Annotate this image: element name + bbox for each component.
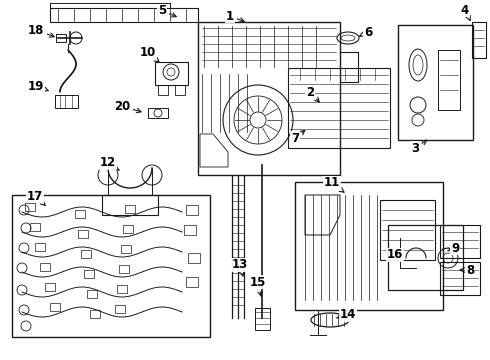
Bar <box>186 277 198 287</box>
Text: 7: 7 <box>291 130 305 144</box>
Bar <box>30 223 40 231</box>
Text: 20: 20 <box>114 99 141 113</box>
Bar <box>12 195 210 337</box>
Text: 6: 6 <box>360 26 372 39</box>
Bar <box>188 253 200 263</box>
Bar <box>87 290 97 298</box>
Bar <box>115 305 125 313</box>
Bar <box>398 25 473 140</box>
Bar <box>75 210 85 218</box>
Bar <box>125 205 135 213</box>
Text: 19: 19 <box>28 80 48 93</box>
Bar <box>25 203 35 211</box>
Bar <box>123 225 133 233</box>
Bar <box>40 263 50 271</box>
Bar <box>198 22 340 175</box>
Text: 13: 13 <box>232 258 248 276</box>
Bar <box>121 245 131 253</box>
Text: 8: 8 <box>460 264 474 276</box>
Text: 3: 3 <box>411 140 427 154</box>
Text: 14: 14 <box>337 309 356 321</box>
Bar <box>117 285 127 293</box>
Text: 12: 12 <box>100 157 119 170</box>
Text: 5: 5 <box>158 4 176 18</box>
Bar <box>78 230 88 238</box>
Bar <box>184 225 196 235</box>
Text: 11: 11 <box>324 176 344 192</box>
Text: 15: 15 <box>250 275 266 296</box>
Bar <box>295 182 443 310</box>
Text: 1: 1 <box>226 9 244 22</box>
Bar <box>186 205 198 215</box>
Bar <box>84 270 94 278</box>
Bar <box>81 250 91 258</box>
Bar <box>35 243 45 251</box>
Text: 17: 17 <box>27 189 45 205</box>
Bar <box>45 283 55 291</box>
Text: 18: 18 <box>28 23 54 37</box>
Text: 4: 4 <box>461 4 470 21</box>
Text: 9: 9 <box>448 242 459 255</box>
Bar <box>90 310 100 318</box>
Text: 16: 16 <box>387 248 403 261</box>
Bar <box>56 34 66 42</box>
Bar <box>119 265 129 273</box>
Bar <box>50 303 60 311</box>
Text: 2: 2 <box>306 85 319 102</box>
Text: 10: 10 <box>140 45 159 62</box>
Bar <box>388 225 463 290</box>
